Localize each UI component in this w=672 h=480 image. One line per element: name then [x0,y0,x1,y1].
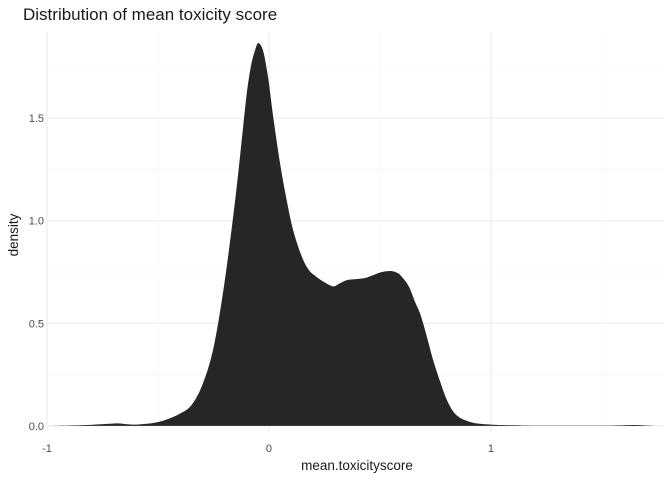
y-axis-ticks: 0.0 0.5 1.0 1.5 [29,113,44,433]
x-axis-ticks: -1 0 1 [42,443,494,455]
chart-title: Distribution of mean toxicity score [23,5,277,24]
y-tick-label: 1.5 [29,113,44,125]
y-tick-label: 0.0 [29,421,44,433]
y-tick-label: 0.5 [29,318,44,330]
x-axis-title: mean.toxicityscore [301,458,413,473]
x-tick-label: 0 [266,443,272,455]
y-tick-label: 1.0 [29,216,44,228]
density-area [47,43,658,426]
x-tick-label: -1 [42,443,52,455]
y-axis-title: density [6,213,21,256]
x-tick-label: 1 [488,443,494,455]
